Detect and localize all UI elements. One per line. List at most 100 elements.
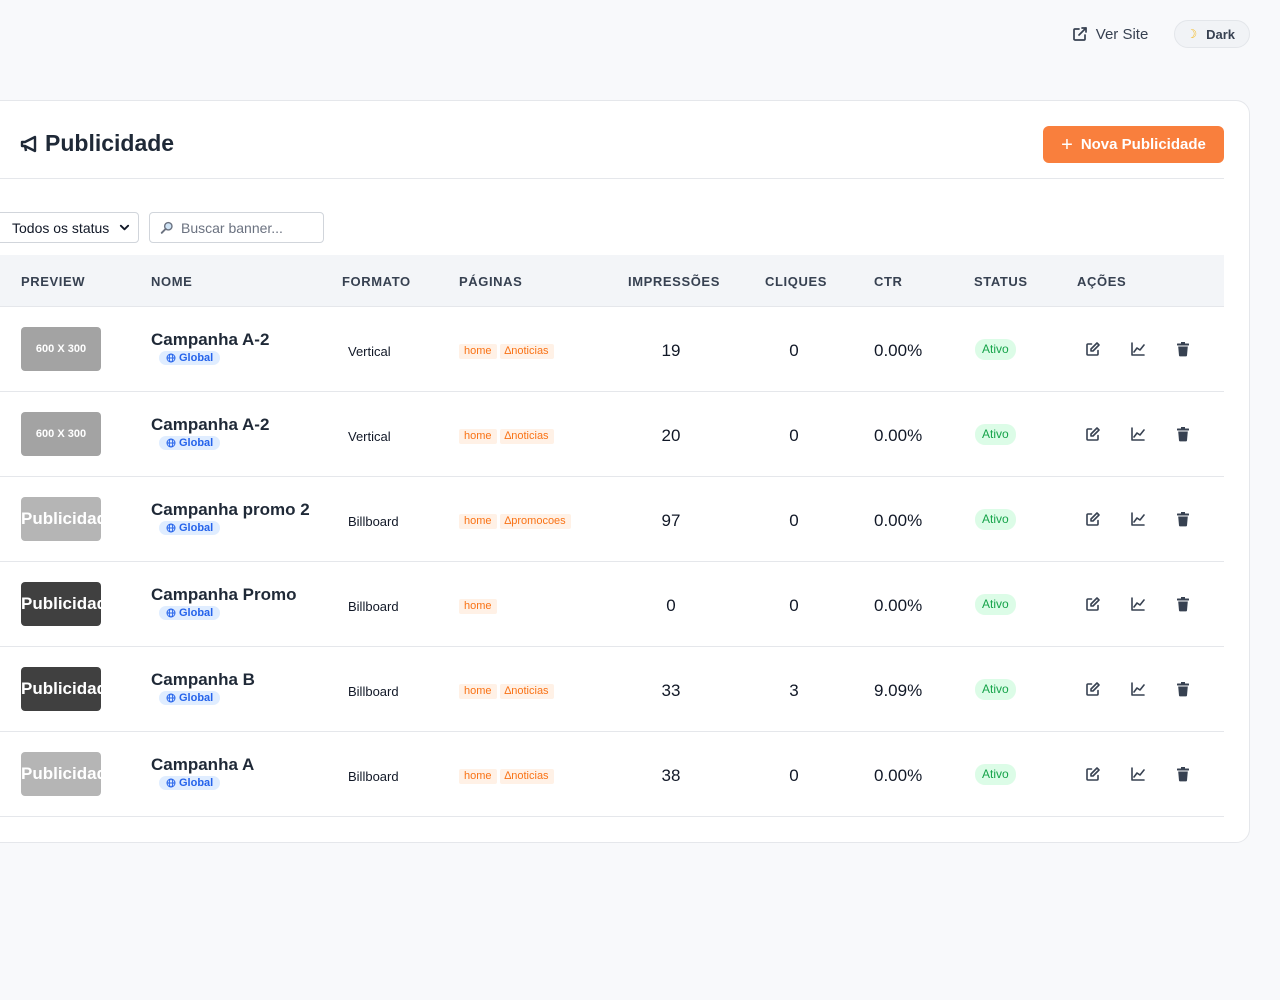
page-tag: ∆noticias <box>499 429 554 444</box>
chevron-down-icon <box>119 224 130 231</box>
stats-button[interactable] <box>1130 426 1146 442</box>
delete-button[interactable] <box>1175 511 1191 527</box>
ctr-value: 0.00% <box>874 766 923 785</box>
stats-button[interactable] <box>1130 341 1146 357</box>
banner-pages: home ∆noticias <box>459 769 554 784</box>
banner-preview: Publicidade <box>21 752 101 796</box>
global-badge: Global <box>159 691 221 705</box>
edit-icon <box>1086 427 1100 441</box>
banner-name: Campanha B Global <box>151 670 311 710</box>
impressions-value: 38 <box>661 766 681 785</box>
moon-icon: ☽ <box>1186 27 1198 41</box>
header-acoes: AÇÕES <box>1077 274 1127 289</box>
banner-name: Campanha promo 2 Global <box>151 500 311 540</box>
global-badge-label: Global <box>179 777 214 789</box>
table-row: Publicidade Campanha B Global Billboard h… <box>0 647 1224 732</box>
search-input[interactable] <box>181 219 311 236</box>
trash-icon <box>1177 512 1189 527</box>
status-filter-select[interactable]: Todos os status <box>0 212 139 243</box>
clicks-value: 0 <box>789 511 799 530</box>
table-row: Publicidade Campanha A Global Billboard h… <box>0 732 1224 817</box>
plus-icon: + <box>1061 133 1073 156</box>
header-impressoes: IMPRESSÕES <box>628 274 720 289</box>
ctr-value: 0.00% <box>874 596 923 615</box>
banner-name: Campanha A Global <box>151 755 311 795</box>
delete-button[interactable] <box>1175 681 1191 697</box>
edit-button[interactable] <box>1085 596 1101 612</box>
delete-button[interactable] <box>1175 766 1191 782</box>
chart-line-icon <box>1131 682 1145 696</box>
dark-mode-toggle[interactable]: ☽ Dark <box>1174 20 1250 48</box>
megaphone-icon <box>20 135 37 152</box>
page-tag: home <box>459 514 497 529</box>
banner-preview: Publicidade <box>21 582 101 626</box>
clicks-value: 0 <box>789 766 799 785</box>
global-badge-label: Global <box>179 607 214 619</box>
stats-button[interactable] <box>1130 511 1146 527</box>
new-ad-label: Nova Publicidade <box>1080 136 1206 153</box>
impressions-value: 0 <box>666 596 676 615</box>
search-box <box>149 212 324 243</box>
ver-site-label: Ver Site <box>1095 25 1149 43</box>
status-badge: Ativo <box>975 764 1016 785</box>
banner-format: Billboard <box>348 514 399 529</box>
global-badge: Global <box>159 521 221 535</box>
page-title: Publicidade <box>20 130 174 157</box>
header-paginas: PÁGINAS <box>459 274 523 289</box>
status-badge: Ativo <box>975 679 1016 700</box>
global-badge: Global <box>159 351 221 365</box>
ver-site-link[interactable]: Ver Site <box>1072 25 1149 43</box>
banner-name: Campanha A-2 Global <box>151 330 311 370</box>
status-filter-value: Todos os status <box>12 219 110 236</box>
edit-button[interactable] <box>1085 681 1101 697</box>
edit-icon <box>1086 342 1100 356</box>
edit-button[interactable] <box>1085 341 1101 357</box>
global-badge: Global <box>159 606 221 620</box>
header-nome: NOME <box>151 274 193 289</box>
page-tag: home <box>459 429 497 444</box>
page-tag: ∆noticias <box>499 344 554 359</box>
edit-button[interactable] <box>1085 426 1101 442</box>
page-tag: home <box>459 684 497 699</box>
globe-icon <box>166 693 176 703</box>
banner-name-text: Campanha A <box>151 755 255 774</box>
ctr-value: 0.00% <box>874 511 923 530</box>
new-ad-button[interactable]: + Nova Publicidade <box>1043 126 1224 163</box>
banner-pages: home ∆noticias <box>459 684 554 699</box>
delete-button[interactable] <box>1175 426 1191 442</box>
trash-icon <box>1177 682 1189 697</box>
delete-button[interactable] <box>1175 596 1191 612</box>
table-row: Publicidade Campanha promo 2 Global Billb… <box>0 477 1224 562</box>
banner-name-text: Campanha A-2 <box>151 415 270 434</box>
topbar: Ver Site ☽ Dark <box>1072 20 1250 48</box>
stats-button[interactable] <box>1130 766 1146 782</box>
banner-name: Campanha Promo Global <box>151 585 311 625</box>
edit-button[interactable] <box>1085 766 1101 782</box>
search-icon <box>160 221 173 234</box>
clicks-value: 0 <box>789 596 799 615</box>
chart-line-icon <box>1131 512 1145 526</box>
trash-icon <box>1177 427 1189 442</box>
globe-icon <box>166 438 176 448</box>
edit-button[interactable] <box>1085 511 1101 527</box>
banner-name-text: Campanha Promo <box>151 585 297 604</box>
delete-button[interactable] <box>1175 341 1191 357</box>
table-row: 600 X 300 Campanha A-2 Global Vertical ho… <box>0 392 1224 477</box>
stats-button[interactable] <box>1130 596 1146 612</box>
banner-format: Vertical <box>348 344 391 359</box>
banner-name: Campanha A-2 Global <box>151 415 311 455</box>
header-cliques: CLIQUES <box>765 274 827 289</box>
impressions-value: 33 <box>661 681 681 700</box>
banner-pages: home ∆promocoes <box>459 514 571 529</box>
page-tag: ∆noticias <box>499 769 554 784</box>
header-formato: FORMATO <box>342 274 411 289</box>
header-divider <box>0 178 1224 179</box>
ctr-value: 0.00% <box>874 426 923 445</box>
trash-icon <box>1177 342 1189 357</box>
header-status: STATUS <box>974 274 1028 289</box>
globe-icon <box>166 353 176 363</box>
banner-preview: Publicidade <box>21 667 101 711</box>
ctr-value: 9.09% <box>874 681 923 700</box>
banner-format: Billboard <box>348 599 399 614</box>
stats-button[interactable] <box>1130 681 1146 697</box>
